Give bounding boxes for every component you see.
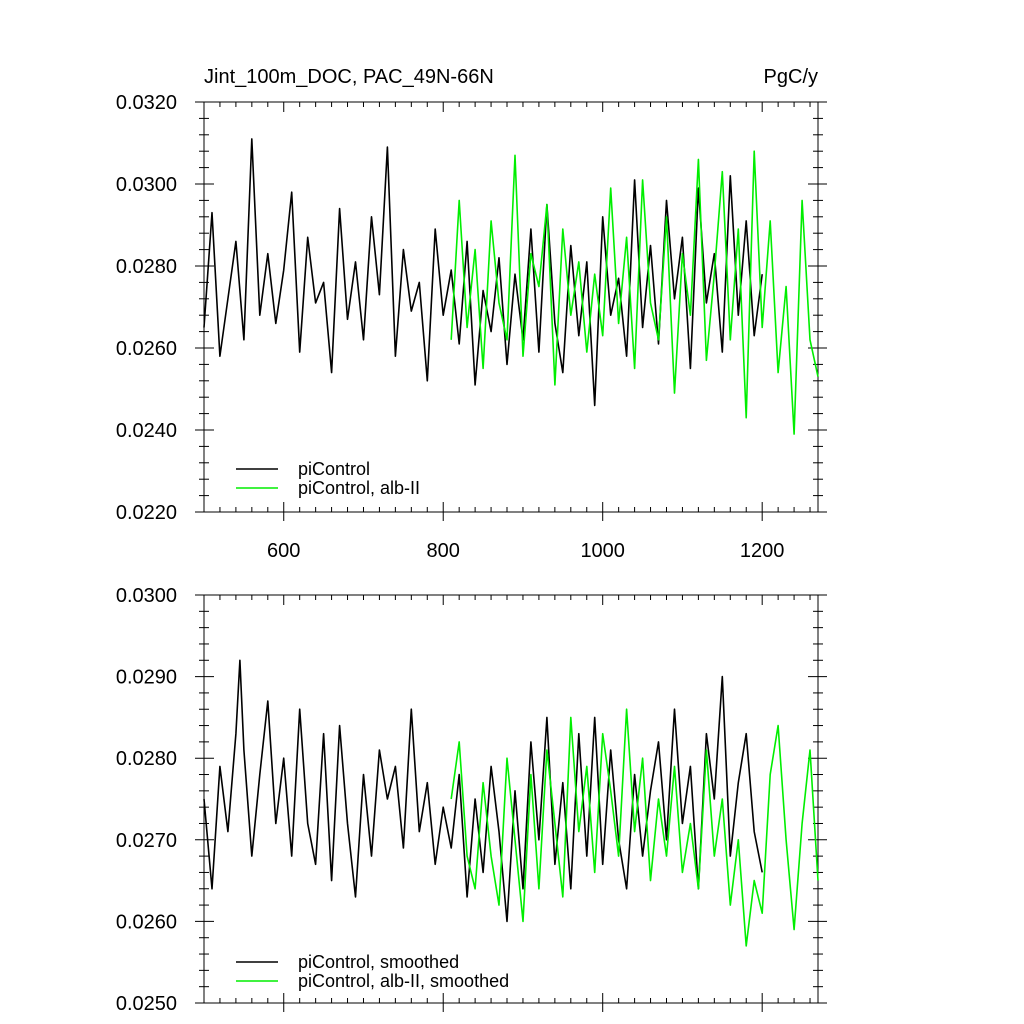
y-tick-label: 0.0250	[116, 993, 177, 1015]
y-tick-label: 0.0300	[116, 585, 177, 607]
y-tick-label: 0.0280	[116, 748, 177, 770]
y-tick-label: 0.0300	[116, 174, 177, 196]
x-tick-label: 800	[427, 540, 460, 562]
legend-label: piControl, alb-II, smoothed	[298, 971, 509, 991]
series-line-green	[450, 150, 819, 435]
y-tick-label: 0.0260	[116, 338, 177, 360]
legend-label: piControl, smoothed	[298, 952, 459, 972]
x-tick-label: 1200	[740, 540, 785, 562]
series-line-green	[450, 708, 819, 947]
series-line-black	[203, 138, 763, 407]
chart-units: PgC/y	[764, 66, 818, 88]
x-tick-label: 600	[267, 540, 300, 562]
y-tick-label: 0.0260	[116, 911, 177, 933]
bottom-panel: 0.0250 0.0260 0.0270 0.0280 0.0290 0.0300 piCo…	[116, 585, 827, 1015]
y-tick-label: 0.0240	[116, 420, 177, 442]
top-panel: 600 800 1000 1200 0.0220 0.0240 0.0260 0.0280 0.…	[116, 92, 827, 562]
y-tick-label: 0.0320	[116, 92, 177, 114]
plot-frame	[203, 101, 819, 513]
legend-label: piControl	[298, 459, 370, 479]
legend-label: piControl, alb-II	[298, 478, 420, 498]
y-tick-label: 0.0270	[116, 830, 177, 852]
y-tick-label: 0.0290	[116, 667, 177, 689]
x-tick-label: 1000	[580, 540, 625, 562]
y-tick-label: 0.0280	[116, 256, 177, 278]
y-tick-label: 0.0220	[116, 502, 177, 524]
chart-title: Jint_100m_DOC, PAC_49N-66N	[204, 66, 494, 88]
